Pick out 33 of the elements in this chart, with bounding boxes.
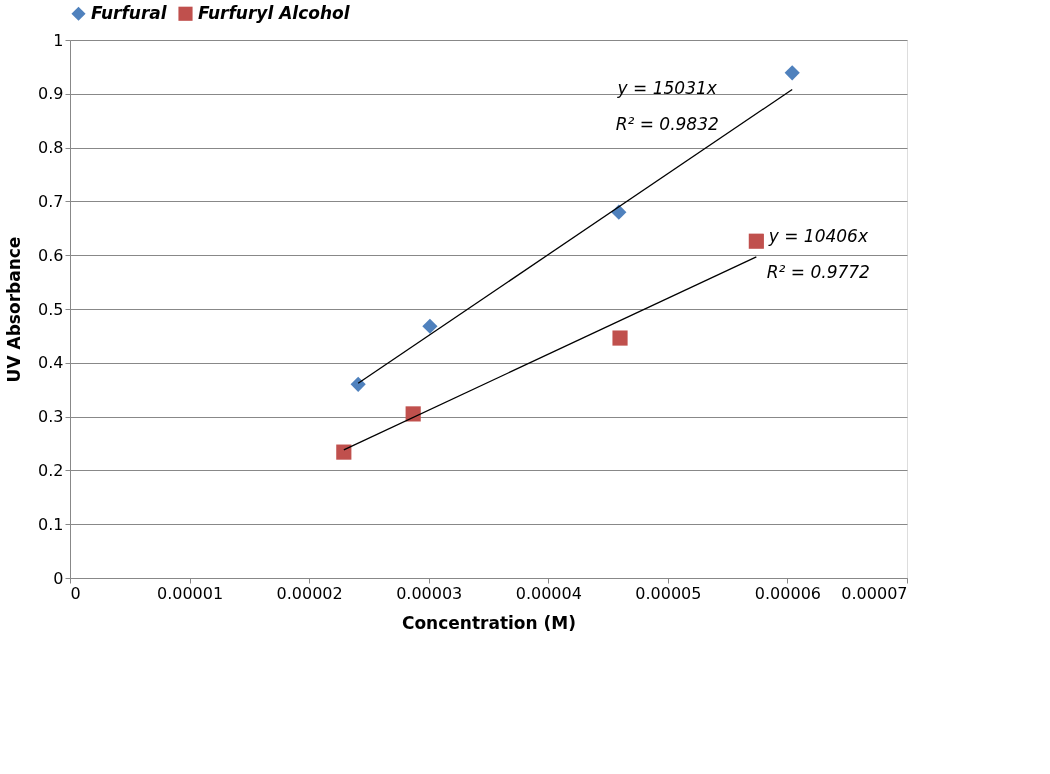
- point: [422, 318, 438, 334]
- y-tick-label: 0.1: [38, 514, 64, 534]
- y-tick-label: 1: [53, 30, 64, 50]
- y-tick-label: 0.9: [38, 84, 64, 104]
- legend-label: Furfural: [91, 2, 168, 23]
- y-tick-label: 0.3: [38, 407, 64, 427]
- x-tick-label: 0.00001: [156, 583, 224, 603]
- x-tick-label: 0.00002: [276, 583, 343, 603]
- point: [336, 444, 352, 460]
- annotation: R² = 0.9832: [615, 114, 719, 135]
- y-tick-label: 0.2: [38, 460, 64, 480]
- x-tick-label: 0.00007: [841, 583, 908, 603]
- y-tick-label: 0.8: [38, 138, 64, 158]
- x-tick-label: 0.00004: [515, 583, 582, 603]
- y-axis-title: UV Absorbance: [4, 236, 25, 383]
- point: [350, 376, 366, 392]
- point: [748, 233, 764, 249]
- y-tick-label: 0.7: [38, 191, 64, 211]
- x-tick-label: 0.00006: [754, 583, 822, 603]
- y-tick-label: 0: [53, 568, 64, 588]
- x-tick-label: 0.00005: [635, 583, 702, 603]
- point: [784, 65, 800, 81]
- annotation: R² = 0.9772: [766, 261, 870, 282]
- y-tick-label: 0.5: [38, 299, 64, 319]
- x-tick-label: 0: [70, 583, 81, 603]
- annotation: y = 15031x: [616, 78, 718, 99]
- x-tick-label: 0.00003: [396, 583, 463, 603]
- x-axis-title: Concentration (M): [401, 612, 577, 633]
- y-tick-label: 0.4: [38, 353, 64, 373]
- legend-label: Furfuryl Alcohol: [198, 2, 351, 23]
- y-tick-label: 0.6: [38, 245, 64, 265]
- point: [612, 330, 628, 346]
- annotation: y = 10406x: [767, 225, 869, 246]
